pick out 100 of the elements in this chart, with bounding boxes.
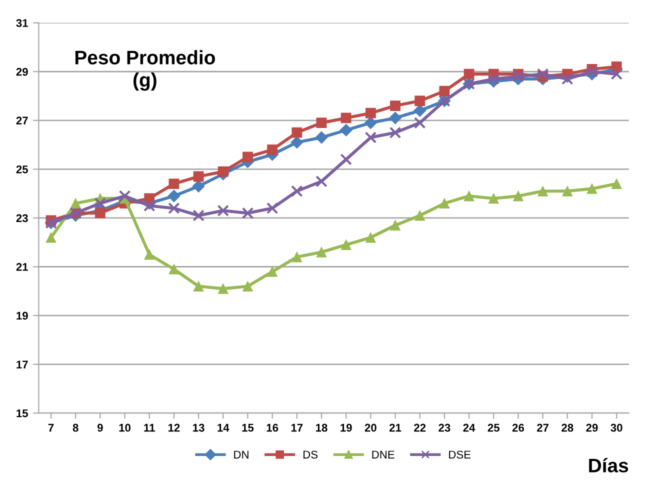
point — [365, 232, 376, 243]
point — [340, 154, 352, 166]
point — [290, 136, 304, 149]
point — [218, 283, 228, 294]
point — [242, 281, 253, 292]
point — [242, 152, 253, 162]
point — [439, 86, 450, 96]
x-tick-label: 28 — [562, 424, 574, 432]
point — [267, 266, 278, 277]
point — [414, 96, 426, 106]
x-tick-label: 9 — [97, 424, 103, 432]
x-tick-label: 30 — [610, 424, 622, 432]
point — [168, 178, 180, 190]
point — [316, 118, 327, 128]
point — [611, 178, 622, 190]
x-tick-label: 18 — [316, 424, 328, 432]
point — [513, 190, 524, 202]
point — [340, 124, 352, 136]
point — [390, 220, 400, 230]
point — [168, 264, 180, 274]
x-tick-label: 29 — [586, 424, 598, 432]
x-tick-label: 10 — [119, 424, 130, 432]
point — [364, 132, 377, 144]
point — [586, 66, 598, 78]
point — [315, 131, 328, 144]
x-tick-label: 27 — [537, 424, 548, 432]
point — [610, 68, 622, 80]
point — [414, 210, 426, 221]
point — [439, 198, 450, 209]
point — [316, 246, 327, 258]
point — [192, 210, 204, 222]
x-tick-label: 12 — [168, 424, 180, 432]
x-tick-label: 23 — [438, 424, 450, 432]
y-tick-label: 31 — [16, 19, 28, 27]
point — [365, 108, 376, 118]
point — [586, 183, 598, 194]
y-tick-label: 17 — [16, 360, 28, 368]
point — [168, 190, 180, 202]
y-tick-label: 27 — [16, 116, 28, 124]
point — [390, 100, 400, 111]
point — [118, 190, 131, 202]
legend-label: DN — [234, 450, 248, 458]
x-tick-label: 14 — [218, 424, 230, 432]
point — [292, 127, 302, 138]
point — [538, 186, 548, 196]
point — [512, 70, 524, 82]
point — [316, 175, 328, 188]
legend-label: DNE — [372, 450, 394, 458]
x-tick-label: 13 — [193, 424, 204, 432]
y-tick-label: 25 — [16, 165, 28, 174]
point — [193, 281, 204, 292]
x-tick-label: 26 — [512, 424, 524, 432]
point — [168, 202, 180, 214]
point — [414, 116, 426, 129]
point — [267, 144, 278, 155]
point — [94, 197, 106, 210]
point — [340, 112, 352, 124]
x-axis-title: Días — [589, 458, 628, 472]
point — [340, 240, 352, 250]
point — [193, 171, 204, 182]
point — [488, 193, 499, 204]
legend-label: DSE — [449, 450, 471, 459]
x-tick-label: 15 — [242, 424, 254, 432]
point — [561, 73, 574, 85]
x-tick-label: 16 — [266, 424, 278, 432]
point — [94, 208, 106, 218]
point — [488, 73, 500, 85]
point — [389, 112, 402, 124]
point — [144, 249, 155, 260]
x-tick-label: 8 — [72, 424, 78, 432]
x-tick-label: 25 — [488, 424, 500, 432]
x-tick-label: 11 — [144, 424, 155, 432]
point — [218, 166, 228, 177]
x-tick-label: 24 — [463, 424, 476, 432]
y-tick-label: 21 — [16, 263, 28, 271]
point — [143, 200, 156, 212]
point — [266, 202, 278, 214]
x-tick-label: 22 — [414, 424, 426, 432]
text: Peso Promedio (g) — [75, 50, 215, 91]
point — [364, 116, 377, 130]
point — [290, 185, 303, 198]
x-tick-label: 17 — [291, 424, 303, 432]
point — [562, 186, 573, 196]
point — [292, 252, 302, 262]
point — [70, 198, 81, 209]
y-tick-label: 29 — [16, 68, 28, 76]
point — [464, 190, 474, 202]
legend-label: DS — [304, 450, 318, 459]
y-tick-label: 19 — [16, 312, 28, 320]
point — [192, 180, 205, 193]
x-tick-label: 20 — [364, 424, 376, 432]
x-tick-label: 19 — [340, 424, 352, 432]
point — [389, 126, 402, 139]
point — [536, 68, 549, 80]
point — [46, 232, 56, 243]
point — [464, 68, 474, 80]
x-tick-label: 7 — [48, 424, 54, 432]
y-tick-label: 23 — [16, 214, 28, 222]
point — [217, 204, 230, 217]
y-tick-label: 15 — [16, 409, 28, 418]
